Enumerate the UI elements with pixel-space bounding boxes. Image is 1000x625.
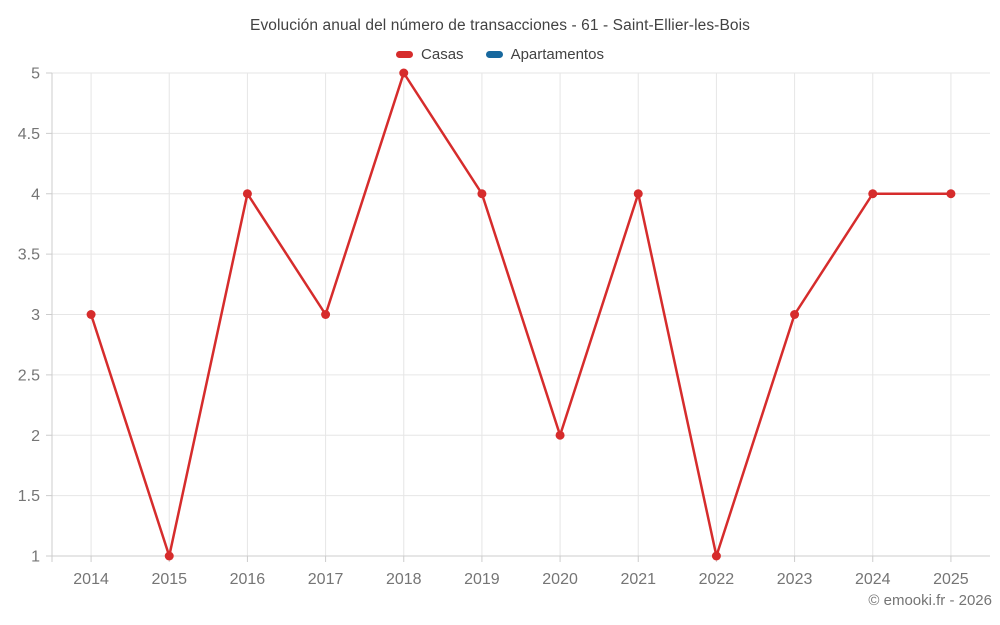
data-point-marker (477, 189, 487, 199)
data-point-marker (946, 189, 956, 199)
legend-item-apartamentos[interactable]: Apartamentos (485, 46, 604, 63)
y-axis-label: 2 (31, 428, 40, 445)
y-axis-label: 1 (31, 549, 40, 566)
x-axis-label: 2014 (73, 571, 109, 588)
x-axis-label: 2016 (230, 571, 266, 588)
x-axis-label: 2024 (855, 571, 891, 588)
data-point-marker (164, 551, 174, 561)
data-point-marker (711, 551, 721, 561)
data-point-marker (790, 310, 800, 319)
y-axis-label: 5 (31, 66, 40, 83)
data-point-marker (868, 189, 878, 199)
y-axis-label: 1.5 (18, 488, 40, 505)
series-line-casas (89, 71, 953, 558)
data-point-marker (242, 189, 252, 199)
x-axis-label: 2017 (308, 571, 344, 588)
data-point-marker (321, 310, 331, 319)
y-axis-label: 4.5 (18, 126, 40, 143)
chart-legend: Casas Apartamentos (0, 46, 1000, 63)
x-axis-label: 2025 (933, 571, 969, 588)
legend-item-casas[interactable]: Casas (396, 46, 464, 63)
y-axis-label: 4 (31, 186, 40, 203)
legend-label-apartamentos: Apartamentos (510, 46, 604, 63)
legend-label-casas: Casas (421, 46, 464, 63)
x-axis-label: 2020 (542, 571, 578, 588)
data-point-marker (399, 68, 409, 78)
x-axis-label: 2015 (151, 571, 187, 588)
x-axis-label: 2023 (777, 571, 813, 588)
x-axis-label: 2022 (699, 571, 735, 588)
y-axis-label: 3 (31, 307, 40, 324)
apartamentos-legend-swatch-icon (485, 51, 503, 58)
data-point-marker (633, 189, 643, 199)
chart-title: Evolución anual del número de transaccio… (250, 17, 750, 34)
casas-legend-swatch-icon (396, 51, 414, 58)
y-axis-label: 2.5 (18, 367, 40, 384)
watermark: © emooki.fr - 2026 (868, 592, 992, 609)
data-point-marker (555, 430, 565, 440)
x-axis-label: 2018 (386, 571, 422, 588)
data-point-marker (86, 310, 96, 319)
x-axis-label: 2021 (620, 571, 656, 588)
y-axis-label: 3.5 (18, 247, 40, 264)
x-axis-label: 2019 (464, 571, 500, 588)
